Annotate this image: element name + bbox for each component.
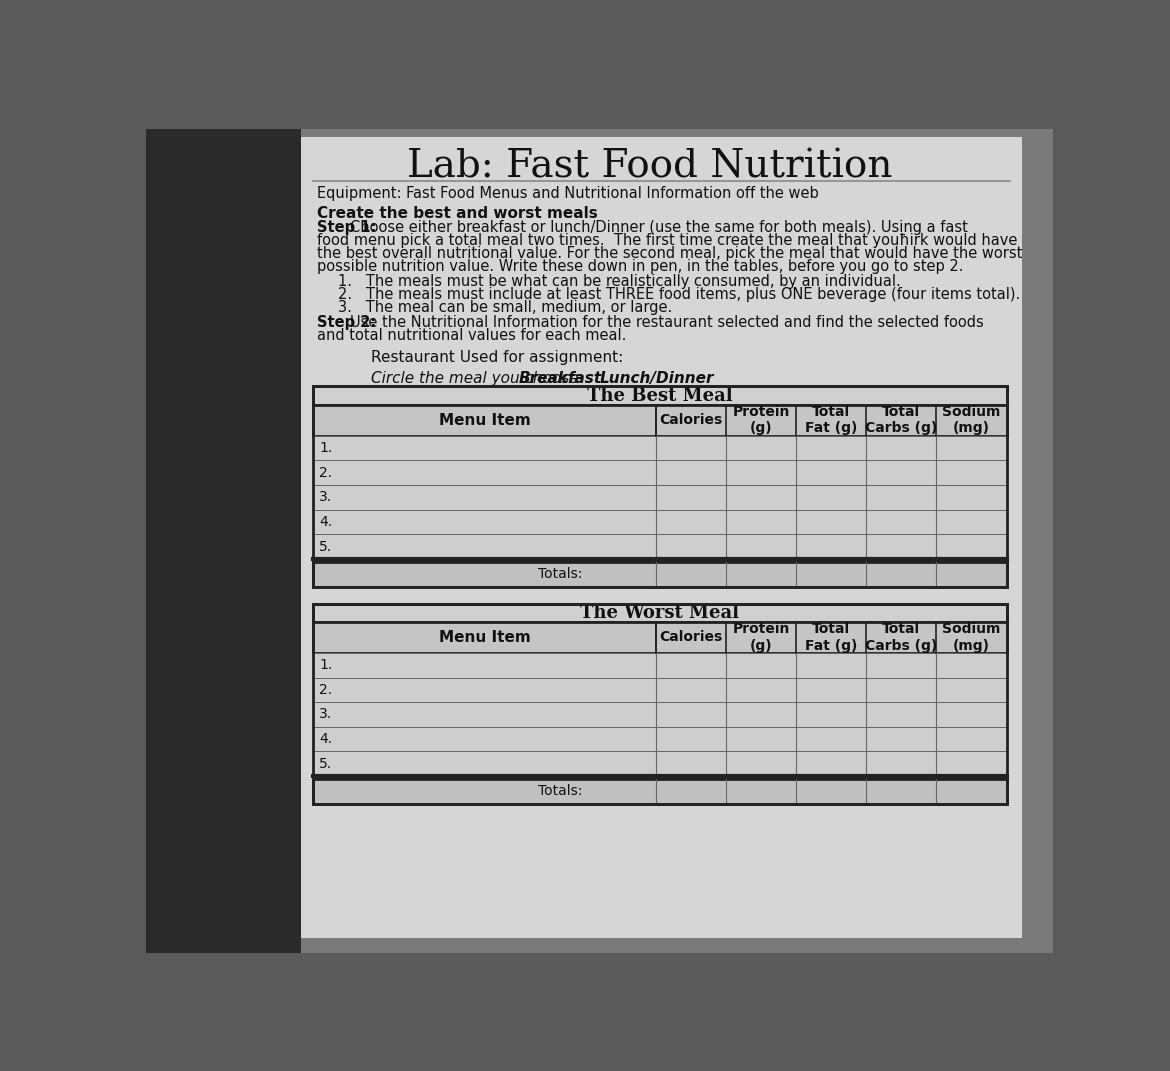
Text: Protein
(g): Protein (g) bbox=[732, 622, 790, 652]
Text: Create the best and worst meals: Create the best and worst meals bbox=[317, 207, 598, 222]
Text: Menu Item: Menu Item bbox=[439, 412, 530, 427]
Text: 2.: 2. bbox=[319, 466, 332, 480]
Text: 1.   The meals must be what can be realistically consumed, by an individual.: 1. The meals must be what can be realist… bbox=[338, 274, 901, 289]
Text: 1.: 1. bbox=[319, 659, 332, 673]
Text: Totals:: Totals: bbox=[538, 568, 583, 582]
Text: 1.: 1. bbox=[319, 441, 332, 455]
Text: Sodium
(mg): Sodium (mg) bbox=[942, 622, 1000, 652]
Text: Restaurant Used for assignment:: Restaurant Used for assignment: bbox=[371, 349, 624, 364]
Text: Total
Carbs (g): Total Carbs (g) bbox=[866, 405, 937, 436]
Bar bbox=[312, 752, 1006, 776]
Text: 4.: 4. bbox=[319, 733, 332, 746]
Bar bbox=[312, 436, 1006, 461]
Text: 5.: 5. bbox=[319, 540, 332, 554]
Bar bbox=[312, 485, 1006, 510]
Bar bbox=[312, 387, 1006, 587]
Text: Circle the meal you choose:: Circle the meal you choose: bbox=[371, 371, 584, 386]
Text: possible nutrition value. Write these down in pen, in the tables, before you go : possible nutrition value. Write these do… bbox=[317, 259, 963, 274]
Text: Total
Fat (g): Total Fat (g) bbox=[805, 405, 858, 436]
Bar bbox=[312, 387, 1006, 405]
Bar bbox=[312, 622, 1006, 653]
Text: The Best Meal: The Best Meal bbox=[587, 387, 732, 405]
Text: Lunch/Dinner: Lunch/Dinner bbox=[599, 371, 714, 386]
Text: 4.: 4. bbox=[319, 515, 332, 529]
Bar bbox=[312, 703, 1006, 727]
Text: 2.: 2. bbox=[319, 683, 332, 697]
Bar bbox=[312, 562, 1006, 587]
Bar bbox=[312, 510, 1006, 534]
Text: Step 2:: Step 2: bbox=[317, 315, 376, 330]
Text: Use the Nutritional Information for the restaurant selected and find the selecte: Use the Nutritional Information for the … bbox=[350, 315, 984, 330]
Text: and total nutritional values for each meal.: and total nutritional values for each me… bbox=[317, 328, 626, 343]
Bar bbox=[312, 461, 1006, 485]
Bar bbox=[312, 604, 1006, 804]
Bar bbox=[312, 678, 1006, 703]
Bar bbox=[312, 653, 1006, 678]
Text: Step 1:: Step 1: bbox=[317, 221, 376, 236]
Bar bbox=[312, 780, 1006, 804]
Text: 2.   The meals must include at least THREE food items, plus ONE beverage (four i: 2. The meals must include at least THREE… bbox=[338, 287, 1020, 302]
Text: Total
Fat (g): Total Fat (g) bbox=[805, 622, 858, 652]
Bar bbox=[312, 534, 1006, 559]
Text: the best overall nutritional value. For the second meal, pick the meal that woul: the best overall nutritional value. For … bbox=[317, 246, 1023, 261]
Text: 5.: 5. bbox=[319, 757, 332, 771]
Text: The Worst Meal: The Worst Meal bbox=[580, 604, 739, 622]
Text: Sodium
(mg): Sodium (mg) bbox=[942, 405, 1000, 436]
Bar bbox=[146, 129, 301, 953]
Text: Breakfast: Breakfast bbox=[518, 371, 601, 386]
Bar bbox=[301, 129, 1053, 953]
Text: Lab: Fast Food Nutrition: Lab: Fast Food Nutrition bbox=[407, 149, 893, 185]
Bar bbox=[312, 405, 1006, 436]
Bar bbox=[301, 137, 1023, 938]
Text: Totals:: Totals: bbox=[538, 784, 583, 799]
Bar bbox=[312, 604, 1006, 622]
Text: Equipment: Fast Food Menus and Nutritional Information off the web: Equipment: Fast Food Menus and Nutrition… bbox=[317, 186, 819, 201]
Text: Choose either breakfast or lunch/Dinner (use the same for both meals). Using a f: Choose either breakfast or lunch/Dinner … bbox=[350, 221, 968, 236]
Text: Calories: Calories bbox=[660, 631, 723, 645]
Text: 3.: 3. bbox=[319, 708, 332, 722]
Text: Calories: Calories bbox=[660, 413, 723, 427]
Text: 3.   The meal can be small, medium, or large.: 3. The meal can be small, medium, or lar… bbox=[338, 300, 673, 315]
Text: Menu Item: Menu Item bbox=[439, 630, 530, 645]
Text: Total
Carbs (g): Total Carbs (g) bbox=[866, 622, 937, 652]
Text: 3.: 3. bbox=[319, 491, 332, 504]
Bar bbox=[312, 727, 1006, 752]
Text: Protein
(g): Protein (g) bbox=[732, 405, 790, 436]
Text: food menu pick a total meal two times.  The first time create the meal that youħ: food menu pick a total meal two times. T… bbox=[317, 233, 1017, 248]
